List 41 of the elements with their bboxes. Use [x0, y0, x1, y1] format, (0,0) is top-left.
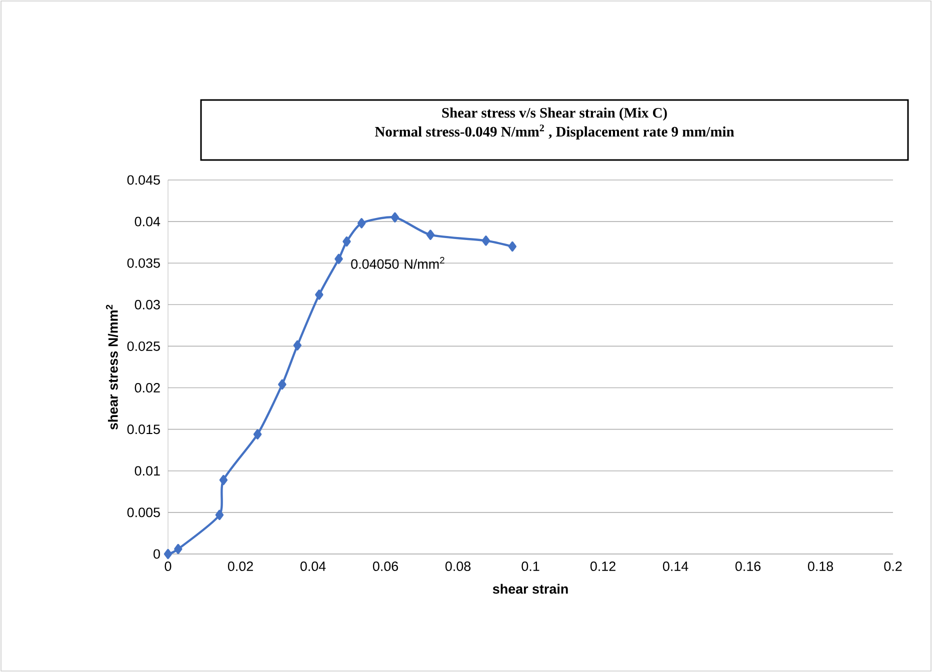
point — [342, 236, 351, 247]
y-axis-title: shear stress N/mm$^{2}$ — [106, 304, 118, 430]
x-tick-label: 0.06 — [372, 562, 398, 572]
annotation: 0.04050 N/mm$^{2}$ — [351, 256, 444, 269]
x-tick-label: 0 — [164, 562, 172, 572]
x-tick-label: 0.18 — [808, 562, 834, 572]
point — [215, 510, 224, 520]
point — [390, 212, 400, 222]
point — [253, 429, 262, 440]
point — [315, 290, 324, 300]
x-tick-label: 0.16 — [735, 562, 761, 572]
point — [278, 379, 286, 390]
chart-subtitle: Normal stress-0.049 N/mm$^{2}$ , Displacement rate 9 mm/min — [375, 124, 734, 140]
x-tick-label: 0.04 — [300, 562, 326, 572]
y-tick-label: 0.04 — [134, 216, 160, 226]
x-tick-label: 0.02 — [228, 562, 253, 572]
point — [164, 548, 172, 560]
x-axis-title: shear strain — [492, 584, 568, 594]
y-tick-label: 0.035 — [127, 258, 160, 268]
y-tick-label: 0.045 — [127, 175, 160, 185]
point — [219, 474, 228, 486]
y-tick-label: 0.03 — [134, 300, 160, 310]
chart-title: Shear stress v/s Shear strain (Mix C) — [442, 108, 667, 121]
point — [508, 241, 516, 252]
x-tick-label: 0.2 — [884, 562, 902, 572]
y-tick-label: 0.01 — [134, 466, 160, 476]
x-tick-label: 0.12 — [590, 562, 616, 572]
y-tick-label: 0 — [154, 549, 160, 559]
y-tick-label: 0.025 — [127, 341, 160, 351]
y-tick-label: 0.005 — [127, 508, 160, 518]
x-tick-label: 0.08 — [445, 562, 471, 572]
point — [482, 236, 490, 246]
x-tick-label: 0.14 — [662, 562, 688, 572]
point — [334, 254, 343, 264]
y-tick-label: 0.015 — [127, 424, 160, 434]
point — [174, 544, 182, 554]
point — [426, 230, 435, 240]
y-tick-label: 0.02 — [134, 383, 160, 393]
point — [357, 218, 366, 228]
point — [293, 340, 302, 350]
x-tick-label: 0.1 — [522, 562, 540, 572]
